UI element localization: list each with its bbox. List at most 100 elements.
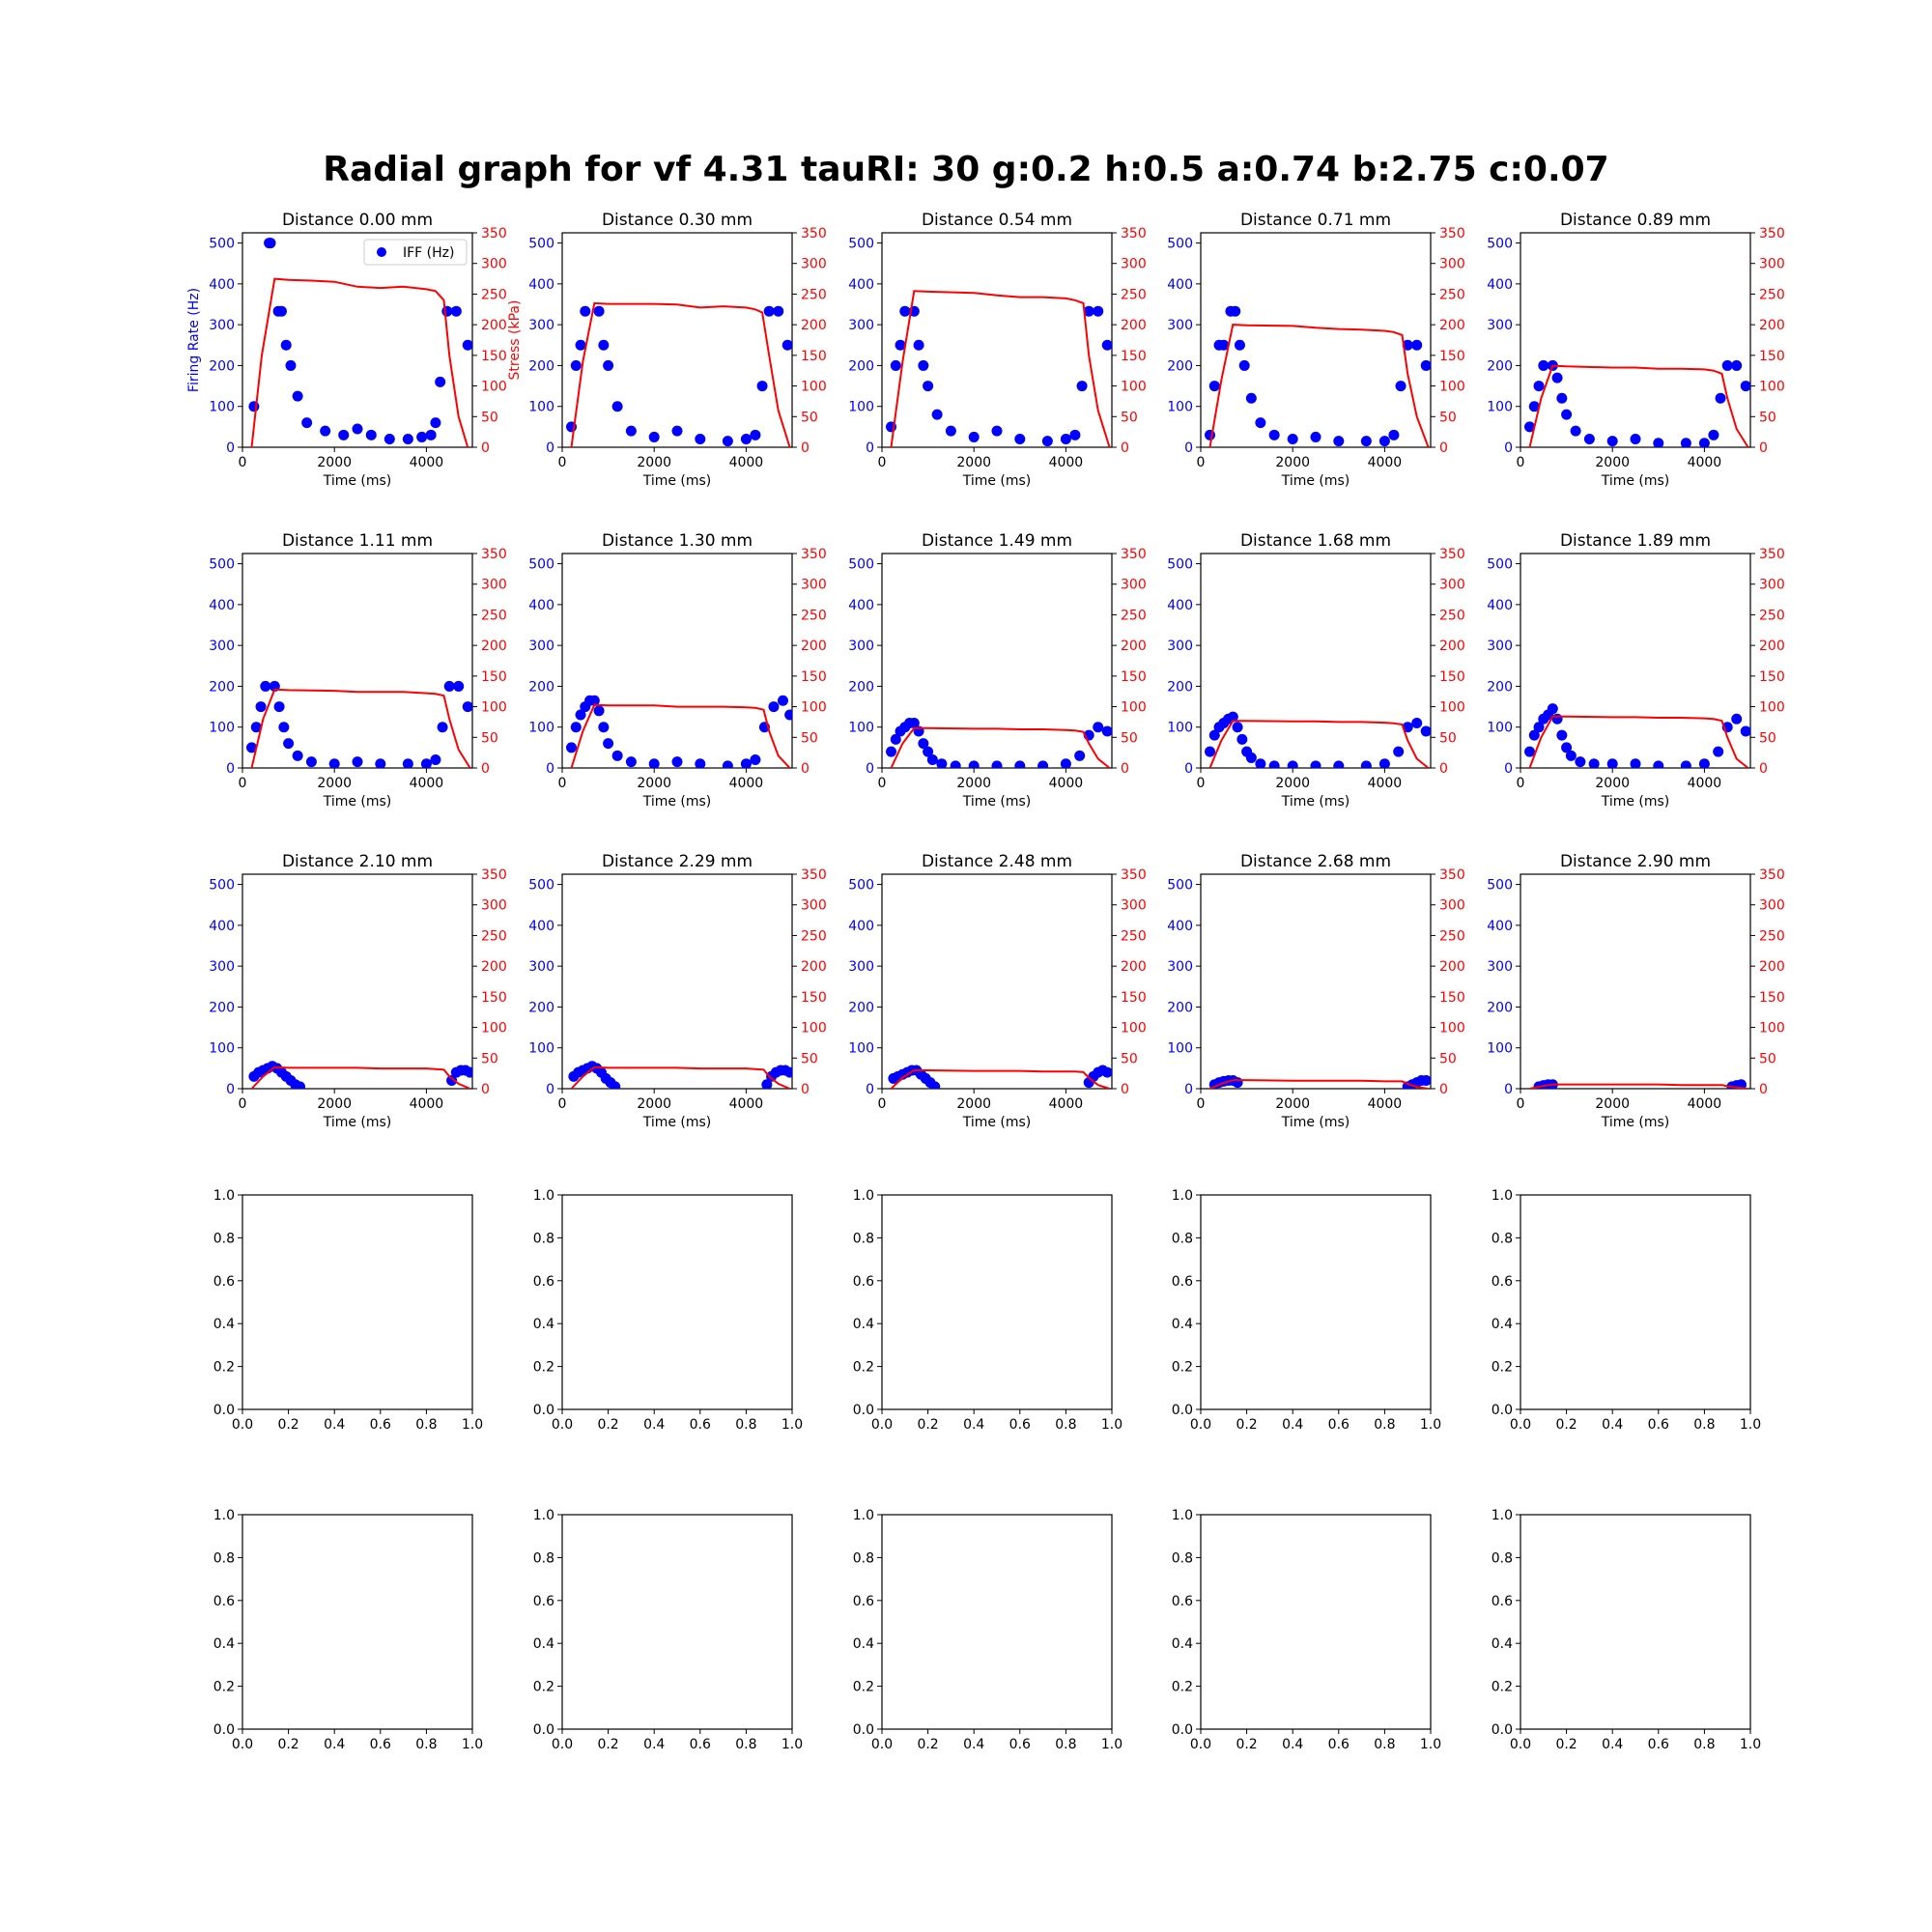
subplot-5: 0 2000 4000 0 100 200 300 400 500 0 50 100 150 200 250… [1487,211,1784,489]
iff-point [1268,760,1280,768]
x-tick-label: 0 [1517,776,1525,791]
y-tick-label: 0.4 [853,1636,874,1652]
y2-tick-label: 350 [1121,547,1147,562]
iff-point [1234,339,1245,351]
y-tick-label: 0.8 [1172,1550,1193,1566]
y-tick-label: 0.4 [853,1317,874,1332]
y-tick-label: 0 [546,1082,554,1097]
iff-point [384,434,395,445]
x-tick-label: 0.0 [1510,1417,1531,1433]
stress-line [250,688,471,768]
y2-tick-label: 50 [1439,1051,1457,1066]
y-tick-label: 400 [1487,919,1513,934]
iff-point [580,305,591,317]
iff-point [695,434,706,445]
y-tick-label: 0.2 [853,1680,874,1695]
legend-label: IFF (Hz) [403,245,454,261]
iff-point [1101,1066,1112,1078]
iff-point [437,722,448,733]
iff-point [1014,434,1026,445]
iff-point [926,754,938,766]
subplot-7: 0 2000 4000 0 100 200 300 400 500 0 50 100 150 200 250… [528,531,826,810]
iff-point [1245,392,1257,404]
y2-tick-label: 300 [1439,578,1465,593]
x-tick-label: 1.0 [1420,1737,1441,1752]
iff-point [275,305,287,317]
x-tick-label: 2000 [1275,455,1310,470]
x-tick-label: 0.2 [917,1417,938,1433]
plot-area [1524,359,1750,447]
subplot-8: 0 2000 4000 0 100 200 300 400 500 0 50 100 150 200 250… [848,531,1146,810]
y2-tick-label: 100 [1439,1021,1465,1037]
iff-point [1551,713,1563,724]
iff-point [425,429,437,440]
x-tick-label: 2000 [1595,776,1630,791]
y2-tick-label: 200 [1121,318,1147,333]
iff-point [1074,750,1086,761]
y-tick-label: 100 [1167,721,1193,736]
iff-point [886,746,897,757]
y2-tick-label: 250 [801,928,827,944]
iff-point [420,758,432,768]
plot-area [1205,305,1431,447]
iff-point [1255,417,1266,429]
iff-point [777,695,788,706]
plot-area [248,238,472,447]
iff-point [441,305,453,317]
y-tick-label: 0.0 [213,1403,235,1418]
y2-tick-label: 250 [1439,608,1465,623]
x-tick-label: 0.0 [1510,1737,1531,1752]
y-tick-label: 0 [1184,440,1193,456]
y-tick-label: 300 [528,639,554,654]
iff-point [695,758,706,768]
x-tick-label: 2000 [317,1096,352,1112]
iff-point [1402,722,1413,733]
y-tick-label: 0.0 [1492,1722,1513,1738]
iff-point [1556,729,1568,741]
y-tick-label: 500 [209,237,235,252]
y-tick-label: 100 [848,1041,874,1057]
iff-point [968,431,980,442]
iff-point [1653,438,1664,447]
axes-frame [561,1514,793,1730]
x-tick-label: 4000 [1368,455,1403,470]
iff-point [603,359,614,371]
subplot-14: 0 2000 4000 0 100 200 300 400 500 0 50 100 150 200 250… [1167,852,1464,1130]
x-tick-label: 0.2 [1236,1417,1257,1433]
stress-line [250,277,469,447]
y2-tick-label: 100 [1759,380,1785,395]
x-tick-label: 0.8 [1055,1417,1076,1433]
x-tick-label: 0.0 [232,1417,253,1433]
iff-point [950,760,961,768]
y2-tick-label: 0 [1121,761,1129,777]
iff-point [1232,722,1243,733]
y2-axis-label: Stress (kPa) [507,300,523,381]
iff-point [890,733,901,745]
x-tick-label: 0.6 [1648,1417,1669,1433]
y2-tick-label: 350 [1439,226,1465,242]
iff-point [740,758,752,768]
y2-tick-label: 350 [1759,547,1785,562]
y-tick-label: 1.0 [213,1508,235,1523]
y-tick-label: 0.0 [533,1722,554,1738]
y-tick-label: 1.0 [1492,1508,1513,1523]
iff-point [1606,436,1618,447]
y-tick-label: 300 [209,959,235,975]
y2-tick-label: 300 [1439,257,1465,272]
x-tick-label: 0.4 [963,1417,984,1433]
y2-tick-label: 50 [1759,410,1776,425]
y2-tick-label: 350 [1759,867,1785,883]
iff-point [784,709,792,721]
x-tick-label: 0.2 [597,1737,618,1752]
iff-point [1721,359,1733,371]
iff-point [1014,760,1026,768]
y-tick-label: 1.0 [533,1508,554,1523]
y-tick-label: 200 [1487,358,1513,374]
y2-tick-label: 250 [801,608,827,623]
iff-point [610,1081,621,1089]
y-tick-label: 300 [848,318,874,333]
y2-tick-label: 350 [1439,867,1465,883]
y-tick-label: 0.6 [1492,1594,1513,1609]
y2-tick-label: 300 [481,257,507,272]
